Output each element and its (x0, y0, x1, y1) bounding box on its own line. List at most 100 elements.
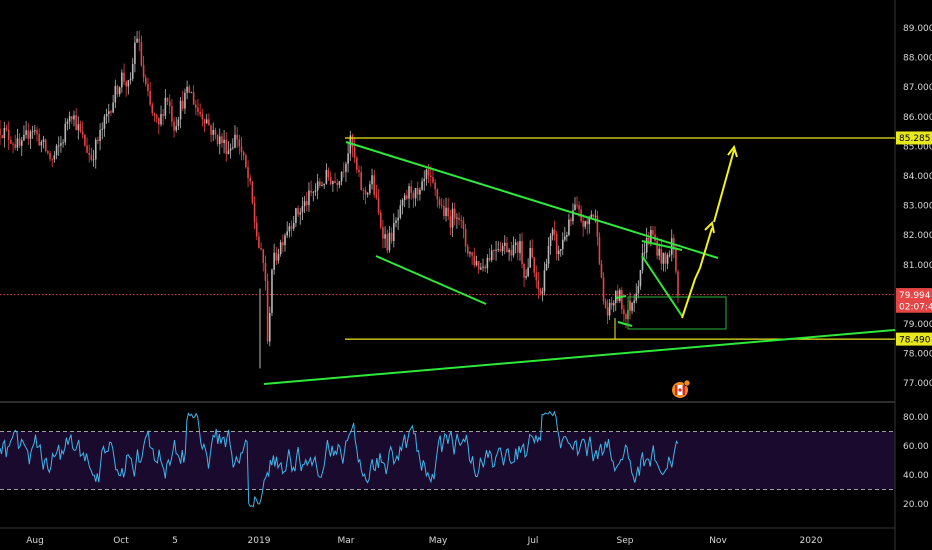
candle[interactable] (107, 103, 110, 123)
candle[interactable] (68, 111, 71, 130)
candle[interactable] (495, 240, 497, 261)
candle[interactable] (384, 226, 386, 249)
candle[interactable] (486, 254, 489, 274)
projection-arrow-2[interactable] (713, 149, 735, 223)
candle[interactable] (292, 215, 295, 232)
candle[interactable] (342, 162, 345, 178)
candle[interactable] (216, 134, 219, 147)
candle[interactable] (140, 35, 143, 67)
candle[interactable] (110, 109, 112, 116)
candle[interactable] (643, 242, 646, 258)
candle[interactable] (47, 150, 49, 155)
candles[interactable] (0, 30, 679, 347)
candle[interactable] (316, 173, 319, 200)
candle[interactable] (574, 197, 576, 211)
candle[interactable] (321, 181, 323, 187)
candle[interactable] (488, 247, 491, 262)
candle[interactable] (641, 243, 644, 274)
candle[interactable] (199, 103, 201, 118)
candle[interactable] (406, 189, 408, 201)
candle[interactable] (234, 125, 236, 149)
candle[interactable] (557, 245, 560, 261)
candle[interactable] (456, 213, 458, 229)
candle[interactable] (203, 118, 206, 133)
candle[interactable] (564, 226, 566, 242)
candle[interactable] (512, 236, 515, 258)
candle[interactable] (160, 105, 162, 127)
wedge-lower[interactable] (641, 255, 683, 317)
candle[interactable] (623, 305, 625, 323)
candle[interactable] (535, 265, 538, 289)
candle[interactable] (179, 97, 182, 129)
candle[interactable] (340, 171, 343, 186)
candle[interactable] (238, 134, 241, 155)
candle[interactable] (275, 246, 278, 266)
candle[interactable] (656, 236, 658, 260)
candle[interactable] (453, 202, 456, 226)
candle[interactable] (66, 118, 69, 131)
candle[interactable] (541, 287, 544, 302)
candle[interactable] (153, 112, 156, 122)
candle[interactable] (395, 217, 397, 228)
candle[interactable] (547, 237, 550, 269)
candle[interactable] (549, 232, 552, 255)
candle[interactable] (295, 207, 297, 228)
candle[interactable] (134, 35, 136, 73)
candle[interactable] (271, 268, 273, 317)
candle[interactable] (475, 255, 478, 267)
candle[interactable] (168, 94, 171, 114)
candle[interactable] (596, 210, 599, 246)
candle[interactable] (608, 299, 611, 321)
wedge-upper[interactable] (641, 240, 683, 251)
candle[interactable] (188, 84, 191, 94)
candle[interactable] (440, 198, 443, 209)
candle[interactable] (232, 138, 234, 150)
candle[interactable] (266, 273, 269, 345)
candle[interactable] (527, 258, 529, 278)
candle[interactable] (166, 97, 169, 106)
candle[interactable] (561, 232, 564, 256)
candle[interactable] (286, 221, 288, 238)
candle[interactable] (584, 220, 586, 230)
candle[interactable] (658, 243, 661, 261)
candle[interactable] (36, 126, 38, 142)
candle[interactable] (210, 124, 212, 143)
candle[interactable] (436, 188, 439, 208)
candle[interactable] (673, 234, 675, 259)
candle[interactable] (514, 239, 517, 254)
candle[interactable] (116, 84, 119, 98)
flag-line-b[interactable] (615, 295, 627, 299)
candle[interactable] (458, 212, 460, 226)
candle[interactable] (477, 261, 480, 274)
candle[interactable] (164, 89, 167, 120)
candle[interactable] (616, 284, 619, 304)
candle[interactable] (208, 113, 210, 126)
candle[interactable] (190, 91, 193, 94)
candle[interactable] (197, 99, 199, 117)
candle[interactable] (464, 223, 467, 253)
candle[interactable] (668, 250, 671, 258)
candle[interactable] (662, 252, 665, 272)
candle[interactable] (555, 230, 558, 261)
candle[interactable] (288, 222, 291, 238)
candle[interactable] (645, 227, 648, 260)
candle[interactable] (471, 251, 473, 265)
candle[interactable] (84, 134, 86, 147)
candle[interactable] (572, 203, 574, 225)
candle[interactable] (184, 88, 186, 115)
candle[interactable] (314, 183, 317, 196)
candle[interactable] (508, 247, 510, 261)
candle[interactable] (366, 192, 369, 198)
candle[interactable] (664, 251, 667, 272)
candle[interactable] (195, 100, 197, 116)
candle[interactable] (297, 205, 299, 218)
candle[interactable] (338, 180, 341, 189)
candle[interactable] (349, 130, 352, 161)
candle[interactable] (519, 233, 521, 261)
candle[interactable] (142, 55, 145, 83)
candle[interactable] (421, 177, 423, 191)
candle[interactable] (225, 132, 228, 162)
candle[interactable] (262, 248, 265, 272)
candle[interactable] (635, 283, 638, 304)
